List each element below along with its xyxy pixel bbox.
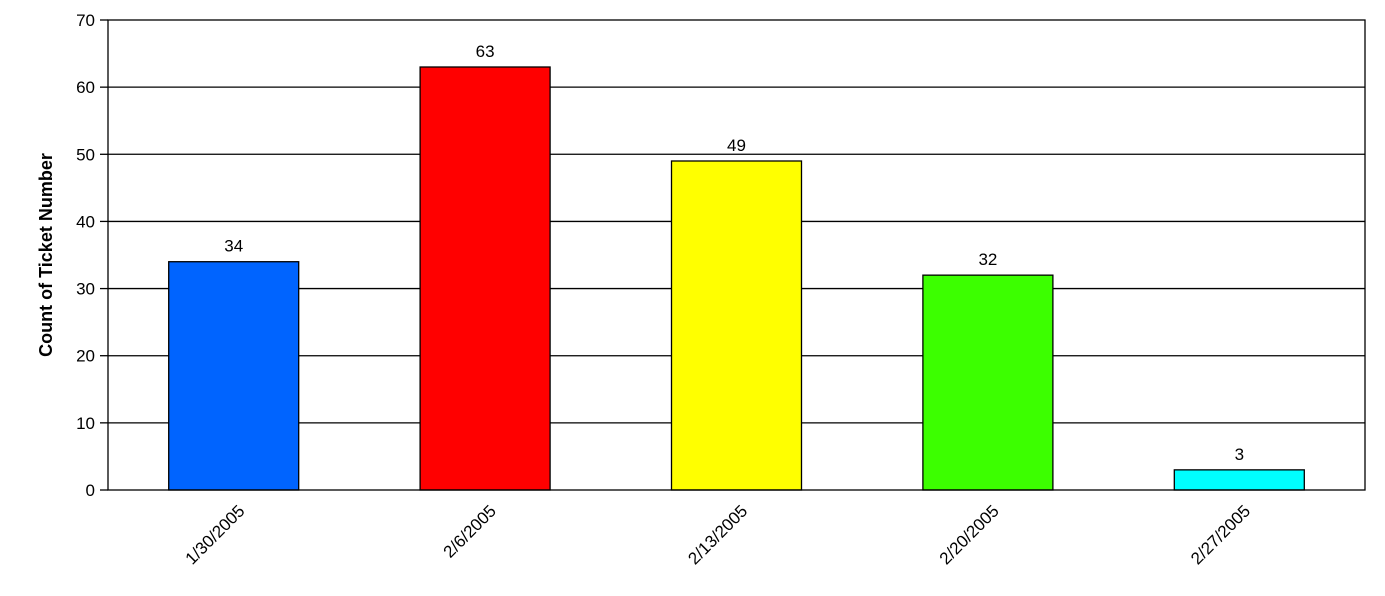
bar xyxy=(1173,469,1305,491)
y-tick-label: 40 xyxy=(76,212,95,231)
bar xyxy=(670,160,803,491)
plot-border xyxy=(107,19,1366,491)
bars xyxy=(168,66,1305,491)
y-tick-label: 50 xyxy=(76,145,95,164)
y-tick-label: 0 xyxy=(86,481,95,500)
y-tick-label: 60 xyxy=(76,78,95,97)
x-tick-label: 2/6/2005 xyxy=(440,501,500,561)
y-tick-label: 70 xyxy=(76,11,95,30)
data-labels: 34 63 49 32 3 xyxy=(224,42,1244,464)
y-tick-label: 10 xyxy=(76,414,95,433)
bar xyxy=(419,66,551,491)
data-label: 3 xyxy=(1235,445,1244,464)
data-label: 34 xyxy=(224,237,243,256)
data-label: 32 xyxy=(978,250,997,269)
y-tick-label: 30 xyxy=(76,280,95,299)
x-tick-label: 1/30/2005 xyxy=(182,501,249,568)
bar xyxy=(168,261,300,491)
y-axis-title: Count of Ticket Number xyxy=(36,153,56,357)
bar xyxy=(922,274,1054,491)
data-label: 49 xyxy=(727,136,746,155)
x-tick-label: 2/27/2005 xyxy=(1187,501,1254,568)
x-tick-label: 2/20/2005 xyxy=(936,501,1003,568)
data-label: 63 xyxy=(476,42,495,61)
y-axis: 0 10 20 30 40 50 60 70 xyxy=(76,11,108,500)
x-axis: 1/30/2005 2/6/2005 2/13/2005 2/20/2005 2/27/… xyxy=(182,501,1255,568)
y-tick-label: 20 xyxy=(76,347,95,366)
x-tick-label: 2/13/2005 xyxy=(684,501,751,568)
